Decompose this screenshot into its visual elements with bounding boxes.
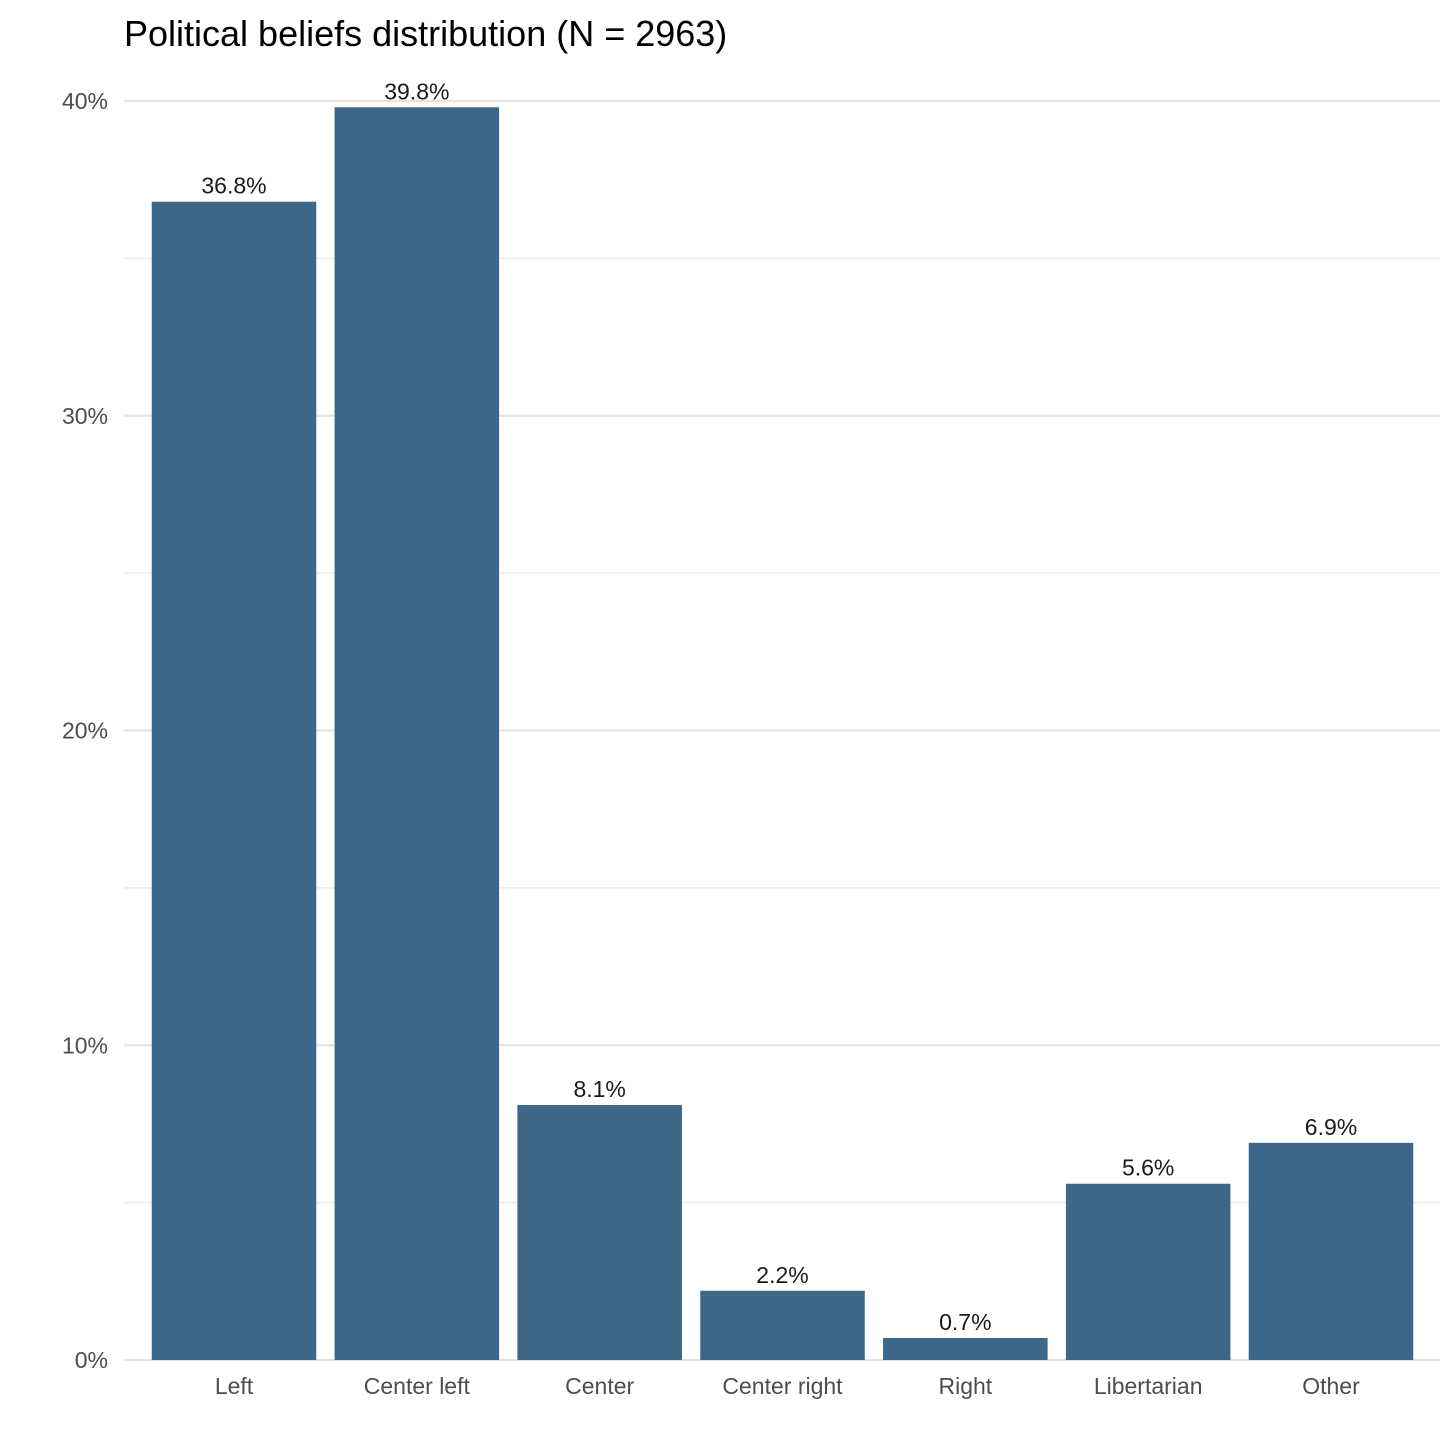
bar bbox=[151, 201, 317, 1361]
y-tick-label: 0% bbox=[75, 1347, 108, 1373]
data-label: 6.9% bbox=[1305, 1114, 1357, 1140]
y-tick-label: 30% bbox=[62, 403, 108, 429]
bar bbox=[700, 1290, 865, 1360]
x-tick-label: Libertarian bbox=[1094, 1373, 1203, 1399]
x-tick-label: Other bbox=[1302, 1373, 1360, 1399]
x-tick-label: Left bbox=[215, 1373, 254, 1399]
bar bbox=[1248, 1142, 1414, 1360]
x-tick-label: Center left bbox=[364, 1373, 471, 1399]
bar bbox=[517, 1105, 682, 1360]
chart-title: Political beliefs distribution (N = 2963… bbox=[124, 13, 727, 54]
x-tick-label: Right bbox=[938, 1373, 992, 1399]
data-label: 2.2% bbox=[756, 1262, 808, 1288]
y-tick-label: 10% bbox=[62, 1032, 108, 1058]
bars bbox=[151, 107, 1414, 1361]
data-label: 39.8% bbox=[384, 78, 449, 104]
x-axis: Left Center left Center Center right Right Li… bbox=[215, 1373, 1360, 1399]
data-label: 0.7% bbox=[939, 1309, 991, 1335]
x-tick-label: Center right bbox=[722, 1373, 843, 1399]
y-tick-label: 40% bbox=[62, 88, 108, 114]
data-label: 8.1% bbox=[573, 1076, 625, 1102]
gridlines bbox=[124, 99, 1440, 1362]
x-tick-label: Center bbox=[565, 1373, 634, 1399]
data-label: 36.8% bbox=[201, 173, 266, 199]
y-axis: 0% 10% 20% 30% 40% bbox=[62, 88, 108, 1373]
bar bbox=[883, 1337, 1048, 1360]
bar bbox=[334, 107, 500, 1360]
y-tick-label: 20% bbox=[62, 718, 108, 744]
bar bbox=[1065, 1183, 1231, 1360]
data-label: 5.6% bbox=[1122, 1155, 1174, 1181]
data-labels: 36.8% 39.8% 8.1% 2.2% 0.7% 5.6% 6.9% bbox=[201, 78, 1357, 1335]
